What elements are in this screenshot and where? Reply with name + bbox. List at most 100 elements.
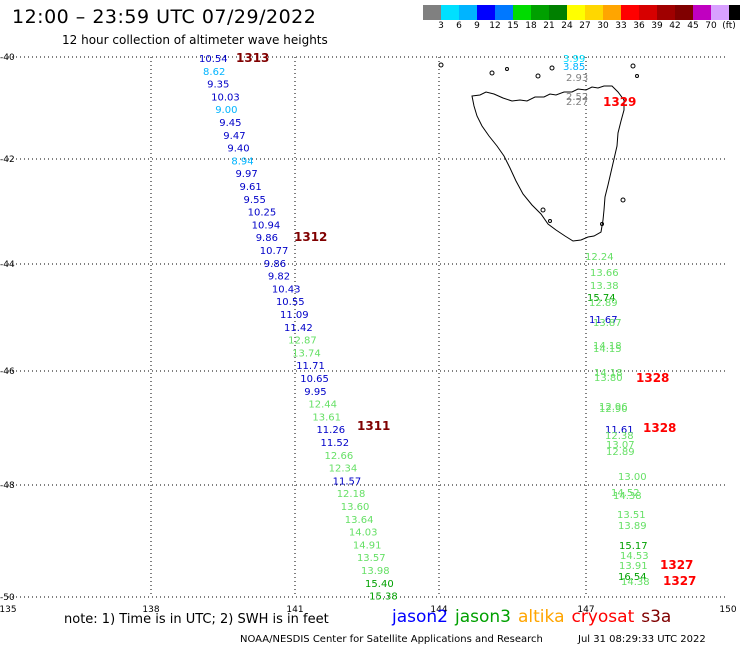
wave-height-value: 12.44: [308, 400, 337, 411]
wave-height-value: 11.71: [296, 361, 325, 372]
legend-swatch: [693, 5, 711, 20]
satellite-legend-altika: altika: [518, 607, 565, 627]
wave-height-value: 11.42: [284, 323, 313, 334]
wave-height-value: 13.00: [618, 472, 647, 483]
legend-label: 33: [615, 21, 627, 31]
longitude-label: 147: [577, 605, 594, 615]
wave-height-value: 11.61: [605, 425, 634, 436]
wave-height-value: 13.07: [606, 440, 635, 451]
wave-height-value: 11.57: [333, 476, 362, 487]
legend-swatch: [639, 5, 657, 20]
island-outline: [549, 65, 555, 71]
latitude-label: -40: [0, 53, 15, 63]
wave-height-value: 11.67: [589, 315, 618, 326]
legend-swatch: [657, 5, 675, 20]
legend-swatch: [675, 5, 693, 20]
island-outline: [535, 73, 541, 79]
longitude-label: 150: [719, 605, 736, 615]
page-subtitle: 12 hour collection of altimeter wave hei…: [62, 33, 328, 47]
wave-height-value: 15.40: [365, 579, 394, 590]
legend-swatch: [477, 5, 495, 20]
wave-height-value: 14.91: [353, 540, 382, 551]
satellite-legend: jason2 jason3 altika cryosat s3a: [392, 607, 678, 627]
latitude-label: -42: [0, 155, 15, 165]
wave-height-value: 9.00: [215, 105, 237, 116]
legend-swatch: [567, 5, 585, 20]
wave-height-value: 9.47: [223, 131, 245, 142]
wave-height-value: 12.18: [337, 489, 366, 500]
longitude-label: 138: [142, 605, 159, 615]
island-outline: [489, 70, 495, 76]
wave-height-value: 14.18: [593, 341, 622, 352]
latitude-label: -48: [0, 481, 15, 491]
pass-number: 1329: [603, 95, 636, 109]
legend-label: 6: [456, 21, 462, 31]
wave-height-value: 10.94: [252, 220, 281, 231]
pass-number: 1328: [643, 421, 676, 435]
island-outline: [600, 222, 604, 226]
legend-swatch: [711, 5, 729, 20]
legend-label: 24: [561, 21, 573, 31]
wave-height-value: 11.09: [280, 310, 309, 321]
wave-height-value: 14.15: [593, 344, 622, 355]
legend-swatch: [531, 5, 549, 20]
generated-timestamp: Jul 31 08:29:33 UTC 2022: [578, 634, 706, 645]
legend-label: 36: [633, 21, 645, 31]
island-outline: [540, 207, 546, 213]
wave-height-value: 3.99: [563, 54, 585, 65]
wave-height-value: 10.03: [211, 92, 240, 103]
legend-label: 12: [489, 21, 501, 31]
wave-height-value: 2.93: [566, 73, 588, 84]
wave-height-value: 15.17: [619, 541, 648, 552]
satellite-legend-s3a: s3a: [641, 607, 672, 627]
footer-note: note: 1) Time is in UTC; 2) SWH is in fe…: [64, 612, 329, 627]
wave-height-value: 12.89: [606, 447, 635, 458]
wave-height-value: 12.34: [329, 464, 358, 475]
pass-number: 1311: [357, 419, 390, 433]
wave-height-value: 9.97: [235, 169, 257, 180]
wave-height-value: 10.55: [276, 297, 305, 308]
wave-height-value: 14.52: [611, 488, 640, 499]
tasmania-coastline: [471, 85, 625, 242]
wave-height-value: 2.27: [566, 97, 588, 108]
credit-line: NOAA/NESDIS Center for Satellite Applica…: [240, 634, 543, 645]
wave-height-value: 9.86: [256, 233, 278, 244]
page-title: 12:00 – 23:59 UTC 07/29/2022: [12, 6, 317, 28]
legend-swatch: [513, 5, 531, 20]
longitude-label: 144: [430, 605, 447, 615]
wave-height-value: 13.60: [341, 502, 370, 513]
wave-height-value: 13.51: [617, 510, 646, 521]
satellite-legend-cryosat: cryosat: [571, 607, 635, 627]
island-outline: [548, 219, 552, 223]
island-outline: [635, 74, 639, 78]
wave-height-value: 13.74: [292, 348, 321, 359]
latitude-label: -46: [0, 367, 15, 377]
legend-label: 9: [474, 21, 480, 31]
wave-height-value: 12.87: [288, 336, 317, 347]
wave-height-value: 13.38: [590, 281, 619, 292]
wave-height-value: 9.82: [268, 272, 290, 283]
island-outline: [630, 63, 636, 69]
legend-swatch: [621, 5, 639, 20]
wave-height-value: 14.38: [613, 491, 642, 502]
latitude-label: -44: [0, 260, 15, 270]
wave-height-value: 12.96: [599, 402, 628, 413]
wave-height-value: 15.74: [587, 293, 616, 304]
wave-height-value: 10.43: [272, 284, 301, 295]
wave-height-value: 11.52: [321, 438, 350, 449]
legend-label: 42: [669, 21, 681, 31]
wave-height-value: 13.61: [312, 412, 341, 423]
legend-label: (ft): [722, 21, 736, 31]
pass-number: 1328: [636, 371, 669, 385]
wave-height-value: 13.66: [590, 268, 619, 279]
wave-height-value: 10.54: [199, 54, 228, 65]
wave-height-value: 11.26: [316, 425, 345, 436]
wave-height-value: 12.38: [605, 431, 634, 442]
wave-height-value: 13.80: [594, 373, 623, 384]
wave-height-value: 13.98: [361, 566, 390, 577]
legend-label: 30: [597, 21, 609, 31]
wave-height-value: 9.86: [264, 259, 286, 270]
legend-label: 21: [543, 21, 555, 31]
wave-height-value: 14.38: [621, 577, 650, 588]
